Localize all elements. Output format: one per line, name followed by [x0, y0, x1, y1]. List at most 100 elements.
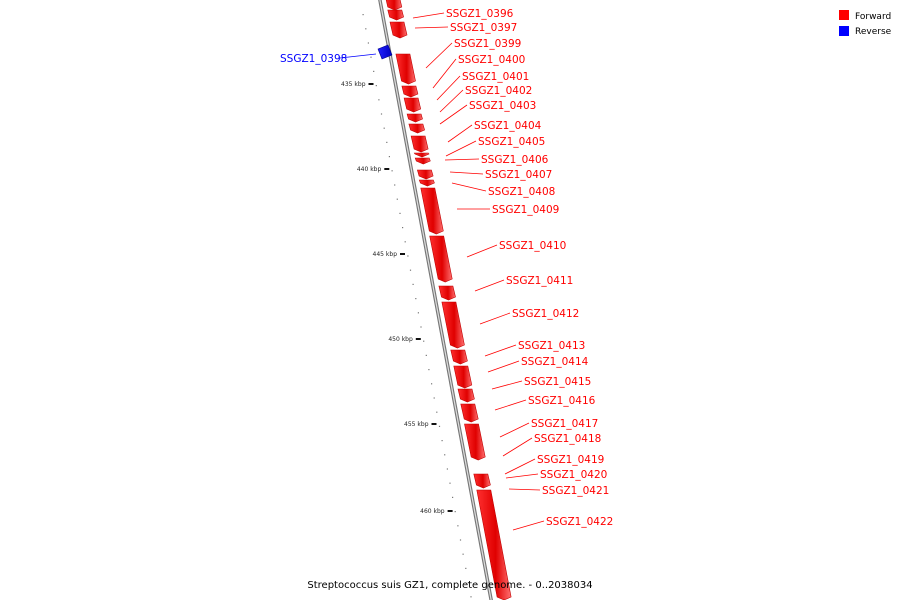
kbp-tick-mark	[384, 168, 390, 170]
gene-arrow-forward	[450, 349, 468, 365]
scale-dot	[446, 468, 448, 470]
kbp-tick-mark	[400, 253, 405, 255]
label-leader-line	[451, 182, 487, 192]
scale-dot	[375, 85, 377, 87]
scale-dot	[402, 227, 404, 229]
scale-dot	[467, 582, 469, 584]
label-leader-line	[447, 124, 473, 143]
gene-label[interactable]: SSGZ1_0415	[524, 376, 591, 388]
scale-dot	[423, 340, 425, 342]
gene-label[interactable]: SSGZ1_0414	[521, 356, 589, 368]
gene-label[interactable]: SSGZ1_0421	[542, 485, 609, 497]
legend-reverse-label: Reverse	[855, 27, 892, 37]
scale-dot	[465, 567, 467, 569]
scale-dot	[431, 383, 433, 385]
gene-label[interactable]: SSGZ1_0400	[458, 54, 525, 66]
label-leader-line	[439, 89, 464, 113]
gene-label[interactable]: SSGZ1_0398	[280, 53, 347, 65]
scale-dot	[365, 28, 367, 30]
label-leader-line	[512, 520, 545, 531]
gene-label[interactable]: SSGZ1_0418	[534, 433, 601, 445]
scale-dot	[370, 56, 372, 58]
gene-label[interactable]: SSGZ1_0407	[485, 169, 552, 181]
scale-dot	[391, 170, 393, 172]
label-leader-line	[491, 380, 523, 390]
label-leader-line	[499, 422, 530, 438]
gene-arrow-forward	[387, 9, 404, 21]
kbp-tick-label: 440 kbp	[357, 166, 382, 173]
gene-label[interactable]: SSGZ1_0405	[478, 136, 545, 148]
gene-label[interactable]: SSGZ1_0411	[506, 275, 573, 287]
scale-dot	[462, 553, 464, 555]
gene-label[interactable]: SSGZ1_0416	[528, 395, 596, 407]
scale-dot	[415, 298, 417, 300]
gene-label[interactable]: SSGZ1_0413	[518, 340, 585, 352]
label-leader-line	[414, 26, 449, 29]
gene-label[interactable]: SSGZ1_0403	[469, 100, 536, 112]
scale-dot	[438, 425, 441, 427]
gene-label[interactable]: SSGZ1_0402	[465, 85, 532, 97]
scale-dot	[362, 14, 364, 16]
gene-arrow-forward	[408, 123, 425, 134]
label-leaders	[339, 12, 545, 531]
scale-dot	[386, 141, 388, 143]
kbp-tick-mark	[447, 510, 453, 512]
gene-label[interactable]: SSGZ1_0408	[488, 186, 555, 198]
kbp-tick-mark	[368, 83, 374, 85]
gene-arrow-forward	[473, 473, 491, 489]
label-leader-line	[439, 104, 468, 125]
gene-arrow-forward	[476, 489, 512, 600]
scale-dot	[412, 283, 414, 285]
label-leader-line	[449, 171, 484, 175]
label-leader-line	[502, 437, 533, 457]
gene-arrow-forward	[441, 301, 465, 349]
scale-dot	[396, 198, 398, 200]
gene-arrow-reverse	[377, 44, 393, 60]
kbp-tick-label: 455 kbp	[404, 421, 429, 428]
kbp-tick-label: 450 kbp	[388, 336, 413, 343]
gene-label[interactable]: SSGZ1_0396	[446, 8, 514, 20]
gene-arrow-forward	[406, 113, 423, 123]
scale-dot	[454, 511, 456, 513]
scale-dot	[417, 312, 419, 314]
label-leader-line	[339, 53, 377, 59]
gene-arrow-forward	[438, 285, 456, 301]
gene-label[interactable]: SSGZ1_0401	[462, 71, 529, 83]
gene-arrow-forward	[464, 423, 486, 461]
legend-reverse-swatch	[839, 26, 849, 36]
label-leader-line	[484, 344, 517, 357]
gene-label[interactable]: SSGZ1_0397	[450, 22, 517, 34]
gene-label[interactable]: SSGZ1_0422	[546, 516, 613, 528]
gene-arrow-forward	[417, 169, 434, 180]
scale-dot	[373, 70, 375, 72]
gene-arrow-forward	[395, 53, 416, 85]
gene-label[interactable]: SSGZ1_0420	[540, 469, 607, 481]
label-leader-line	[508, 488, 541, 491]
label-leader-line	[504, 458, 536, 475]
gene-label[interactable]: SSGZ1_0404	[474, 120, 542, 132]
label-leader-line	[479, 312, 511, 325]
gene-label[interactable]: SSGZ1_0419	[537, 454, 604, 466]
gene-label[interactable]: SSGZ1_0417	[531, 418, 598, 430]
gene-label[interactable]: SSGZ1_0410	[499, 240, 566, 252]
label-leader-line	[412, 12, 445, 19]
map-title: Streptococcus suis GZ1, complete genome.…	[307, 580, 592, 591]
scale-dot	[444, 454, 446, 456]
gene-arrow-forward	[410, 135, 429, 153]
gene-arrow-forward	[385, 0, 403, 11]
gene-label[interactable]: SSGZ1_0406	[481, 154, 549, 166]
gene-arrow-forward	[389, 21, 408, 39]
scale-dot	[436, 411, 438, 413]
gene-label[interactable]: SSGZ1_0409	[492, 204, 559, 216]
label-leader-line	[494, 399, 527, 411]
gene-label[interactable]: SSGZ1_0399	[454, 38, 521, 50]
kbp-tick-mark	[415, 338, 421, 340]
scale-dot	[409, 269, 412, 271]
gene-label[interactable]: SSGZ1_0412	[512, 308, 579, 320]
scale-dot	[383, 127, 385, 129]
scale-dot	[428, 369, 430, 371]
scale-dot	[425, 354, 427, 356]
gene-arrow-forward	[413, 152, 430, 158]
label-leader-line	[432, 58, 457, 89]
